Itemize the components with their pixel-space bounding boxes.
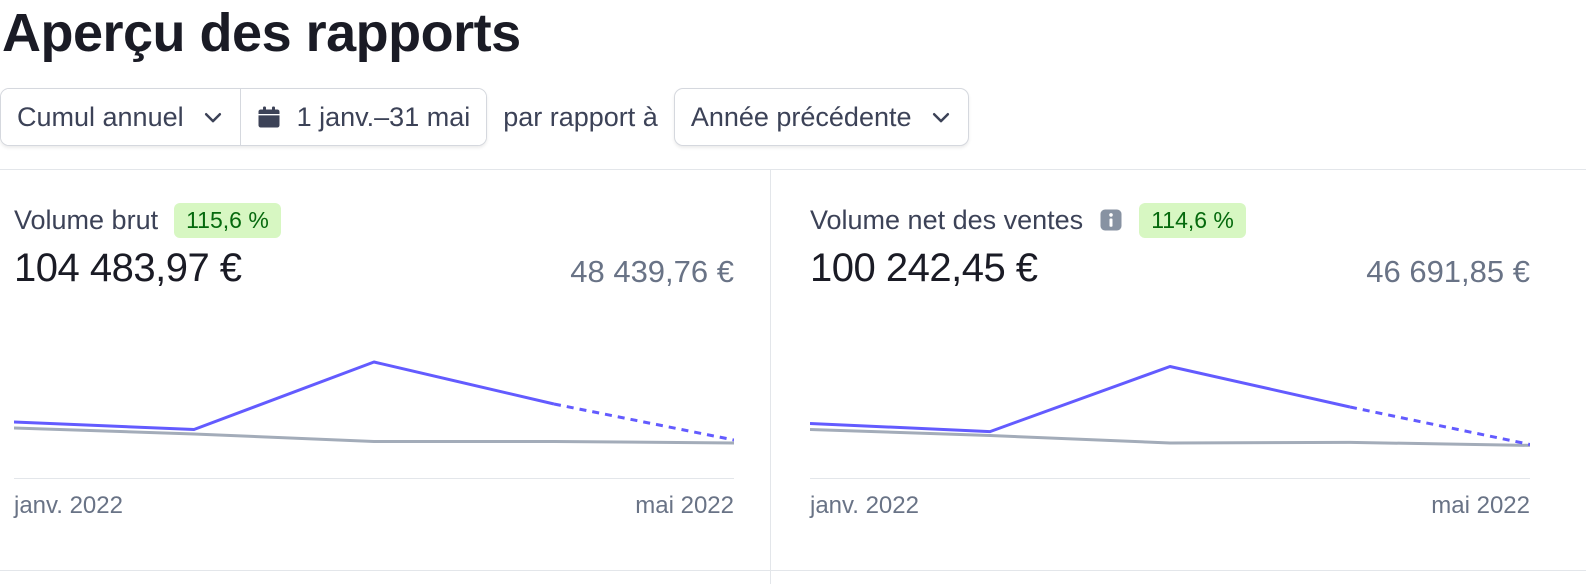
card-title: Volume net des ventes (810, 204, 1084, 235)
chevron-down-icon (932, 113, 949, 123)
axis-start-label: janv. 2022 (810, 492, 919, 519)
info-icon[interactable] (1099, 208, 1123, 232)
previous-period-line (810, 428, 1530, 447)
grid-divider-top (0, 169, 1586, 170)
current-period-line (14, 360, 555, 431)
axis-end-label: mai 2022 (635, 492, 734, 519)
date-range-button[interactable]: 1 janv.–31 mai (239, 89, 487, 145)
card-title: Volume brut (14, 204, 159, 235)
chart-baseline (14, 478, 734, 479)
chevron-down-icon (204, 113, 221, 123)
previous-value: 46 691,85 € (1366, 254, 1530, 289)
previous-value: 48 439,76 € (570, 254, 734, 289)
period-label: Cumul annuel (17, 101, 184, 132)
compare-dropdown[interactable]: Année précédente (673, 88, 969, 146)
date-range-label: 1 janv.–31 mai (296, 101, 471, 132)
previous-period-line (14, 426, 734, 445)
compare-text: par rapport à (503, 101, 658, 132)
axis-start-label: janv. 2022 (14, 492, 123, 519)
period-dropdown[interactable]: Cumul annuel (1, 89, 240, 145)
current-value: 100 242,45 € (810, 246, 1038, 290)
current-value: 104 483,97 € (14, 246, 242, 290)
current-period-line (810, 365, 1351, 434)
grid-divider-bottom (0, 570, 1586, 571)
calendar-icon (258, 106, 280, 128)
grid-divider-vertical (770, 169, 771, 584)
sparkline-chart (14, 360, 734, 445)
current-period-partial-line (1349, 405, 1530, 446)
filter-bar: Cumul annuel 1 janv.–31 mai par rapport … (0, 88, 969, 146)
sparkline-chart (810, 365, 1530, 447)
change-badge: 114,6 % (1139, 202, 1246, 238)
period-button-group: Cumul annuel 1 janv.–31 mai (0, 88, 488, 146)
current-period-partial-line (553, 402, 734, 442)
report-card-net-sales-volume[interactable]: Volume net des ventes 114,6 % 100 242,45… (810, 170, 1530, 570)
change-badge: 115,6 % (174, 202, 281, 238)
page-title: Aperçu des rapports (2, 3, 521, 63)
chart-baseline (810, 478, 1530, 479)
compare-label: Année précédente (690, 101, 912, 132)
axis-end-label: mai 2022 (1431, 492, 1530, 519)
report-card-gross-volume[interactable]: Volume brut 115,6 % 104 483,97 € 48 439,… (14, 170, 734, 570)
